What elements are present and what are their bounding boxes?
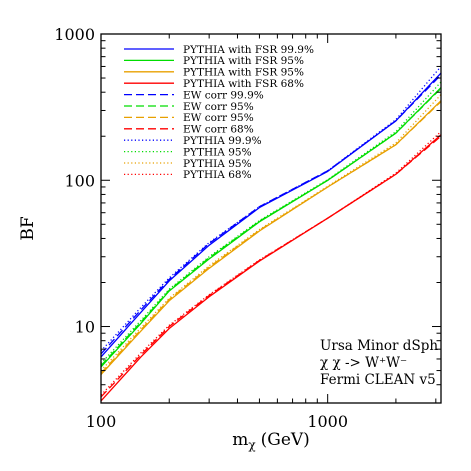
- ticks-layer: 100 1000 10 100 1000: [54, 25, 441, 431]
- legend-label: PYTHIA 99.9%: [183, 135, 262, 147]
- plot-frame: [100, 33, 442, 404]
- y-tick-label: 1000: [54, 25, 95, 44]
- series-line-11: [100, 131, 442, 396]
- series-line-1: [100, 87, 442, 368]
- series-line-6: [100, 101, 442, 374]
- legend-label: EW corr 95%: [183, 101, 254, 113]
- series-line-8: [100, 65, 442, 352]
- legend-label: PYTHIA with FSR 95%: [183, 55, 304, 67]
- series-line-5: [100, 87, 442, 367]
- legend-label: EW corr 68%: [183, 124, 254, 136]
- x-axis-label-subscript: χ: [248, 438, 256, 452]
- legend-label: PYTHIA with FSR 99.9%: [183, 44, 314, 56]
- legend-label: PYTHIA 68%: [183, 169, 252, 181]
- series-layer: [100, 65, 442, 402]
- x-axis-label-unit: (GeV): [261, 430, 310, 450]
- x-axis-label-symbol: m: [232, 430, 248, 450]
- y-tick-label: 100: [64, 171, 95, 190]
- legend-label: EW corr 95%: [183, 112, 254, 124]
- annotation-target: Ursa Minor dSph: [320, 338, 438, 354]
- y-tick-label: 10: [75, 318, 95, 337]
- legend-label: PYTHIA 95%: [183, 146, 252, 158]
- legend-label: PYTHIA 95%: [183, 158, 252, 170]
- legend-label: PYTHIA with FSR 95%: [183, 67, 304, 79]
- y-axis-label: BF: [18, 216, 38, 240]
- x-axis-label: mχ (GeV): [232, 430, 310, 452]
- annotation-dataset: Fermi CLEAN v5: [320, 372, 436, 388]
- series-line-10: [100, 94, 442, 372]
- legend-label: PYTHIA with FSR 68%: [183, 78, 304, 90]
- x-tick-label: 1000: [307, 412, 348, 431]
- series-line-9: [100, 81, 442, 364]
- series-line-7: [100, 135, 442, 398]
- legend: PYTHIA with FSR 99.9%PYTHIA with FSR 95%…: [124, 44, 314, 181]
- x-tick-label: 100: [86, 412, 117, 431]
- legend-label: EW corr 99.9%: [183, 89, 264, 101]
- annotation-channel: χ χ -> W⁺W⁻: [320, 355, 407, 371]
- series-line-3: [100, 134, 442, 402]
- series-line-2: [100, 100, 442, 375]
